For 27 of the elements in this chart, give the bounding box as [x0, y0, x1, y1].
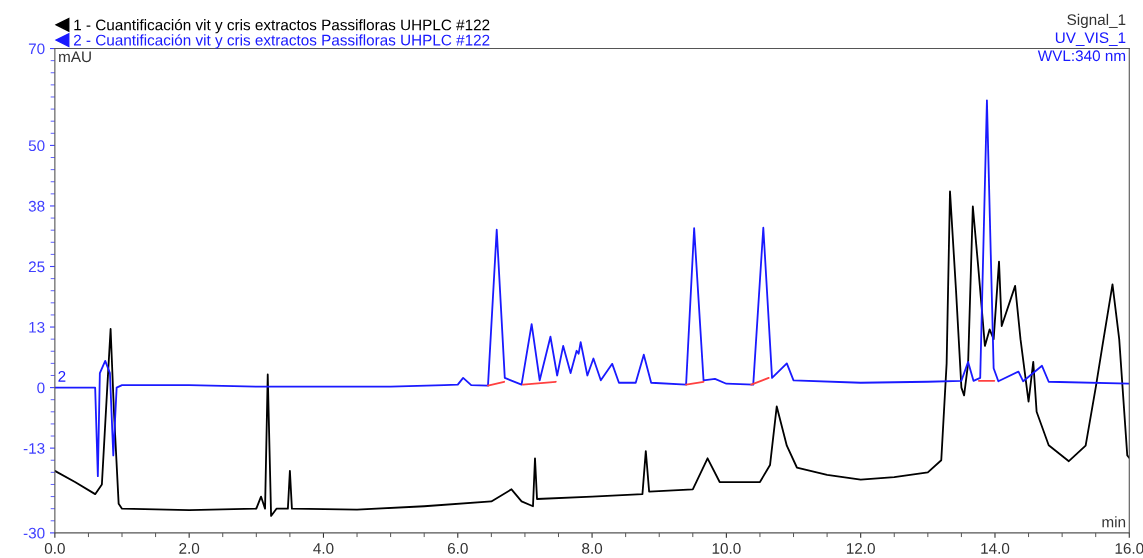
y-axis-title: mAU [59, 51, 91, 63]
text: Signal_1 [1067, 13, 1126, 29]
legend-label: 2 - Cuantificación vit y cris extractos Passifloras UHPLC #122 [73, 34, 490, 49]
line-series [54, 190, 1130, 517]
y-tick-label: 25 [28, 261, 45, 273]
x-tick-label: 4.0 [313, 543, 334, 554]
y-tick-label: -30 [23, 527, 45, 539]
x-tick-label: 12.0 [846, 543, 875, 554]
x-tick-label: 16.0 [1115, 543, 1143, 554]
x-tick-label: 6.0 [447, 543, 468, 554]
y-tick-label: 13 [29, 321, 45, 333]
legend-label: 1 - Cuantificación vit y cris extractos Passifloras UHPLC #122 [74, 18, 490, 34]
line-series [54, 99, 1130, 478]
x-tick-label: 2.0 [179, 543, 200, 554]
y-tick-label: 0 [37, 382, 45, 394]
y-tick-label: 50 [28, 140, 45, 152]
x-axis-title: min [1102, 516, 1126, 528]
y-tick-label: 38 [28, 200, 45, 212]
x-tick-label: 0.0 [44, 543, 65, 554]
y-tick-label: 70 [28, 43, 45, 55]
x-tick-label: 10.0 [712, 543, 741, 554]
text: UV_VIS_1 [1055, 32, 1126, 46]
y-tick-label: -13 [23, 443, 45, 454]
annotation: WVL:340 nm [1037, 50, 1126, 62]
x-tick-label: 8.0 [582, 543, 603, 554]
x-tick-label: 14.0 [981, 543, 1010, 554]
annotation: 2 [58, 370, 66, 382]
